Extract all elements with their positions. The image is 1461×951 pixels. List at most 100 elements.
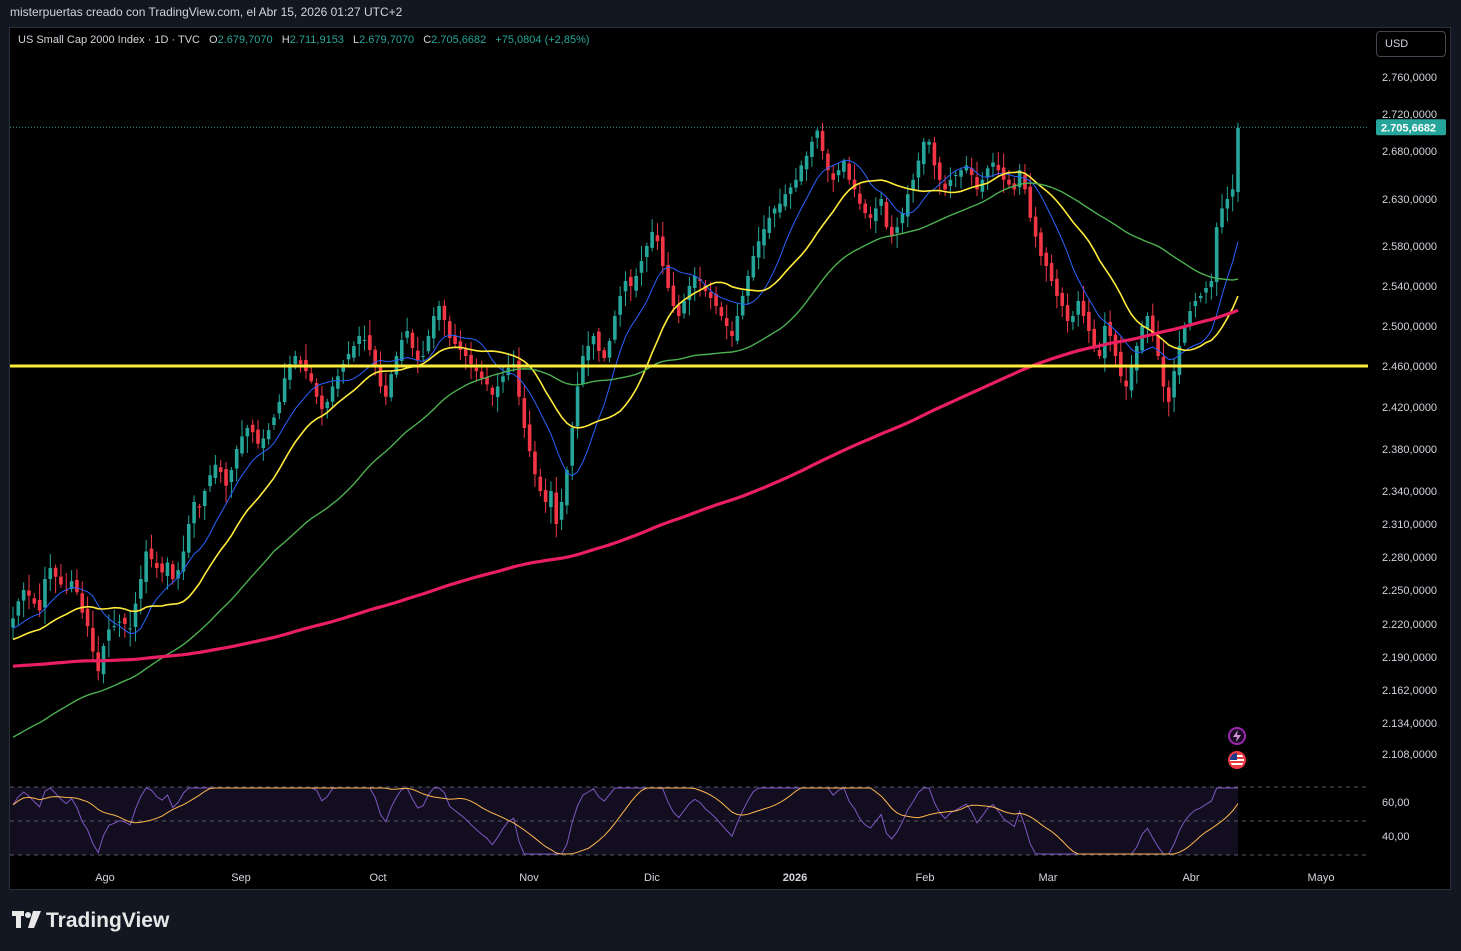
candle [1065, 305, 1070, 321]
currency-button[interactable]: USD [1376, 31, 1446, 57]
candle [682, 301, 686, 314]
candle [996, 164, 1001, 171]
price-tick-label: 2.134,0000 [1382, 718, 1437, 730]
candle [975, 177, 979, 190]
time-tick-label: Mar [1039, 872, 1058, 884]
candle [1156, 335, 1160, 356]
tradingview-brand[interactable]: TradingView [12, 909, 169, 933]
candle [655, 235, 660, 242]
us-flag-icon[interactable] [1228, 751, 1246, 769]
candle [85, 608, 90, 627]
candle [1182, 326, 1187, 343]
candle [591, 336, 596, 345]
candle [826, 153, 830, 171]
candle [1129, 366, 1134, 391]
candle [69, 581, 74, 589]
candle [730, 330, 734, 336]
candle [735, 316, 740, 341]
candle [107, 629, 111, 641]
candle [458, 341, 463, 350]
candle [490, 387, 495, 395]
candle [133, 603, 138, 627]
candle [336, 376, 340, 389]
candle [362, 340, 367, 341]
candle [37, 599, 42, 611]
symbol-title[interactable]: US Small Cap 2000 Index · 1D · TVC [18, 34, 200, 46]
candle [378, 367, 383, 387]
candle [495, 386, 500, 398]
lightning-icon[interactable] [1228, 727, 1246, 745]
price-tick-label: 2.680,0000 [1382, 146, 1437, 158]
candle [1161, 356, 1166, 387]
close-label: C [423, 34, 432, 46]
rsi-tick-60: 60,00 [1382, 797, 1410, 809]
chart-caption: misterpuertas creado con TradingView.com… [10, 5, 403, 19]
candle [208, 475, 212, 487]
candle [756, 241, 761, 258]
candle [932, 142, 937, 166]
candle [245, 428, 250, 437]
candle [1172, 371, 1176, 398]
time-tick-label: Sep [231, 872, 251, 884]
candle [1204, 288, 1208, 293]
candle [985, 168, 990, 178]
sma-50-line [12, 182, 1239, 738]
candle [676, 304, 681, 316]
candle [559, 502, 564, 520]
candle [890, 226, 894, 237]
candle [1023, 174, 1027, 190]
candle [442, 305, 447, 320]
candle [522, 398, 527, 428]
candle [639, 261, 644, 273]
candle [266, 430, 271, 440]
tradingview-logo-icon [12, 909, 46, 933]
candle [501, 376, 505, 383]
candle [165, 562, 170, 576]
candle [293, 356, 298, 365]
candle [357, 336, 361, 345]
candle [341, 364, 346, 372]
candle [714, 294, 718, 306]
candle [144, 551, 148, 582]
candle [234, 449, 239, 469]
candle [1225, 199, 1230, 209]
candle [927, 141, 931, 145]
candle [858, 193, 862, 204]
candle [921, 141, 926, 165]
candle [740, 296, 745, 316]
candle [900, 213, 905, 224]
candle [820, 131, 825, 151]
candle [117, 621, 122, 623]
candle [767, 217, 772, 233]
candle [426, 336, 431, 352]
candle [218, 467, 223, 473]
candle [799, 165, 804, 182]
candle [320, 395, 324, 410]
candle [1135, 346, 1139, 371]
candle [1092, 328, 1096, 346]
candle [128, 628, 132, 630]
low-value: 2.679,7070 [359, 34, 415, 46]
price-tick-label: 2.500,0000 [1382, 321, 1437, 333]
chart-frame[interactable] [9, 27, 1451, 890]
brand-name: TradingView [46, 909, 170, 932]
price-tick-label: 2.220,0000 [1382, 619, 1437, 631]
last-price-label: 2.705,6682 [1381, 122, 1436, 134]
candle [575, 386, 580, 427]
candle [389, 374, 393, 398]
candle [831, 173, 836, 180]
price-tick-label: 2.250,0000 [1382, 585, 1437, 597]
candle [1220, 208, 1224, 228]
price-tick-label: 2.162,0000 [1382, 685, 1437, 697]
candle [314, 383, 319, 397]
time-tick-label: Feb [916, 872, 935, 884]
candle [1198, 296, 1203, 299]
candle [1055, 278, 1059, 296]
candle [943, 183, 947, 190]
candle [453, 336, 457, 344]
candle [719, 306, 724, 316]
candle [586, 346, 591, 361]
rsi-pane-background [10, 787, 1238, 855]
candle [1076, 301, 1081, 315]
